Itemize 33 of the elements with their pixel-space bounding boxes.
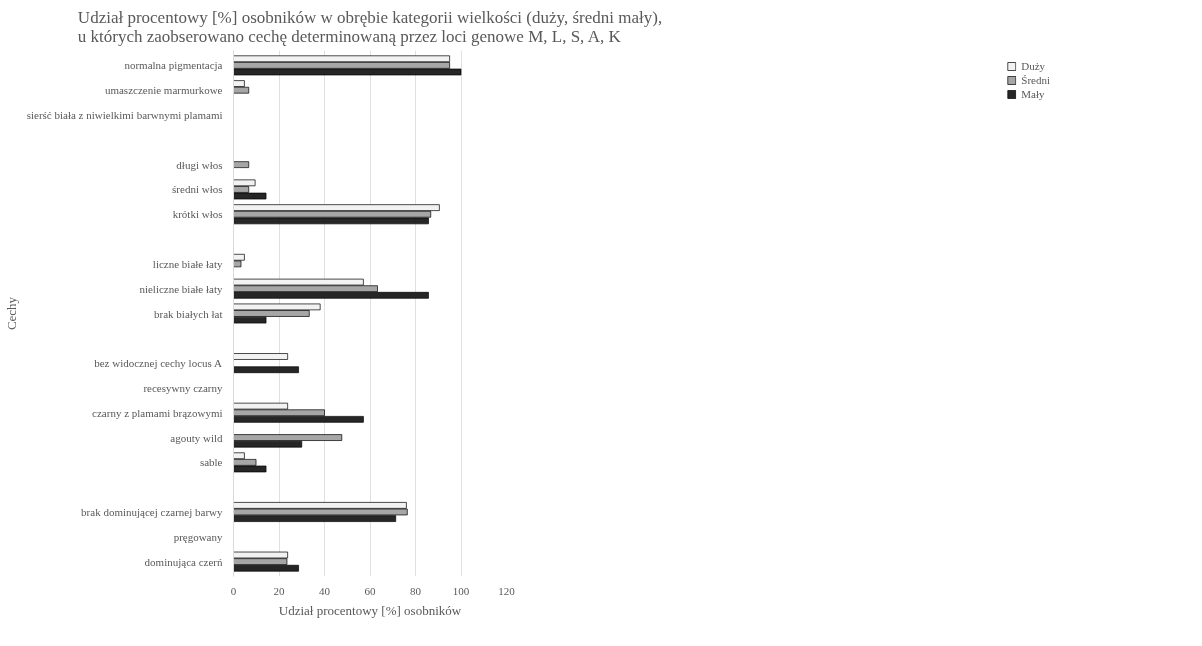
x-axis-title: Udział procentowy [%] osobników [278,602,462,618]
y-tick-label: średni włos [172,183,223,196]
y-tick-label: czarny z plamami brązowymi [92,406,223,419]
legend-label: Średni [1021,74,1050,86]
x-tick-label: 60 [364,584,376,597]
y-tick-label: sierść biała z niwielkimi barwnymi plamami [26,109,223,122]
bar [233,161,250,168]
y-axis-title: Cechy [3,296,19,331]
y-tick-label: agouty wild [170,431,223,444]
chart-title: Udział procentowy [%] osobników w obrębie kategorii wielkości (duży, średni mały), u których zaobserowano cechę determinowaną przez loci genowe M, L, S, A, K [77,7,663,46]
x-tick-label: 40 [319,584,331,597]
x-tick-label: 0 [230,584,237,597]
x-tick-label: 80 [410,584,422,597]
x-tick-label: 100 [452,584,470,597]
y-tick-label: pręgowany [173,530,223,543]
bar [233,366,299,374]
x-tick-label: 120 [498,584,516,597]
y-tick-label: brak białych łat [154,307,223,320]
legend-label: Duży [1021,60,1046,72]
y-tick-label: krótki włos [172,208,223,221]
y-tick-label: nieliczne białe łaty [139,282,223,295]
x-tick-label: 20 [273,584,285,597]
bar [233,353,288,360]
y-tick-label: brak dominującej czarnej barwy [81,505,223,518]
y-tick-label: umaszczenie marmurkowe [104,84,223,97]
y-tick-label: liczne białe łaty [152,257,223,270]
y-tick-label: recesywny czarny [143,381,223,394]
y-tick-label: bez widocznej cechy locus A [94,357,222,370]
y-tick-label: normalna pigmentacja [124,59,223,72]
legend-label: Mały [1021,88,1045,100]
y-tick-label: sable [199,456,223,469]
y-tick-label: dominująca czerń [144,555,223,568]
y-tick-label: długi włos [176,158,223,171]
